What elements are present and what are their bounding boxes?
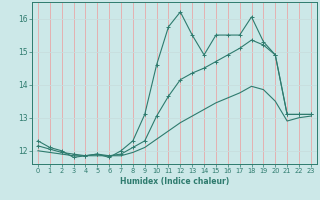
X-axis label: Humidex (Indice chaleur): Humidex (Indice chaleur) (120, 177, 229, 186)
